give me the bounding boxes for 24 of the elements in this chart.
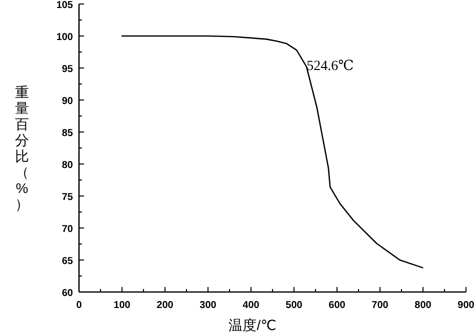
- x-tick-label: 900: [458, 300, 474, 311]
- y-tick-label: 100: [56, 32, 74, 43]
- line-series: [121, 35, 424, 268]
- x-tick-label: 300: [200, 300, 217, 311]
- x-tick-label: 600: [328, 300, 346, 311]
- y-tick-label: 80: [62, 160, 74, 171]
- x-tick-label: 0: [76, 300, 82, 311]
- x-tick-label: 500: [286, 300, 303, 311]
- y-tick-label: 60: [62, 288, 74, 299]
- x-tick-label: 700: [372, 300, 389, 311]
- x-tick-label: 100: [114, 300, 131, 311]
- y-axis-title: 重量百分比（%）: [15, 84, 29, 212]
- x-axis-title: 温度/℃: [228, 317, 276, 333]
- y-tick-label: 95: [62, 64, 74, 75]
- annotation: 524.6℃: [306, 58, 354, 74]
- x-tick-label: 800: [414, 300, 432, 311]
- y-tick-label: 75: [62, 192, 74, 203]
- y-tick-label: 70: [62, 224, 74, 235]
- y-tick-label: 90: [62, 96, 74, 107]
- x-tick-label: 200: [156, 300, 174, 311]
- y-tick-label: 65: [62, 256, 74, 267]
- y-tick-label: 85: [62, 128, 74, 139]
- y-tick-label: 105: [56, 0, 74, 11]
- x-tick-label: 400: [242, 300, 260, 311]
